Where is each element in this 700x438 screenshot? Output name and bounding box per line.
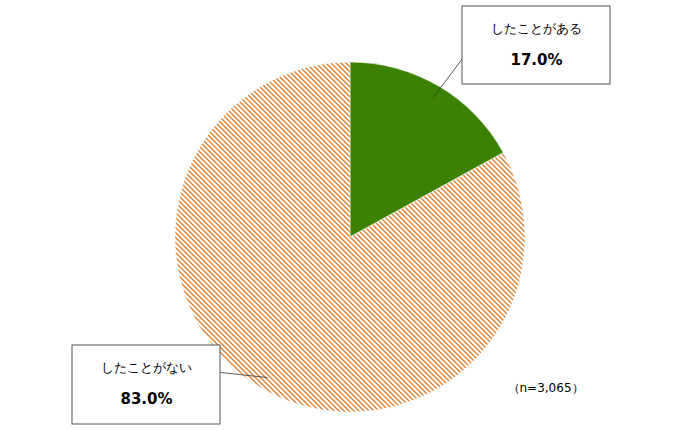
- svg-text:したことがある: したことがある: [491, 21, 582, 36]
- svg-text:17.0%: 17.0%: [510, 51, 562, 69]
- svg-text:（n=3,065）: （n=3,065）: [507, 381, 583, 395]
- svg-text:83.0%: 83.0%: [120, 390, 172, 408]
- svg-text:したことがない: したことがない: [101, 360, 192, 375]
